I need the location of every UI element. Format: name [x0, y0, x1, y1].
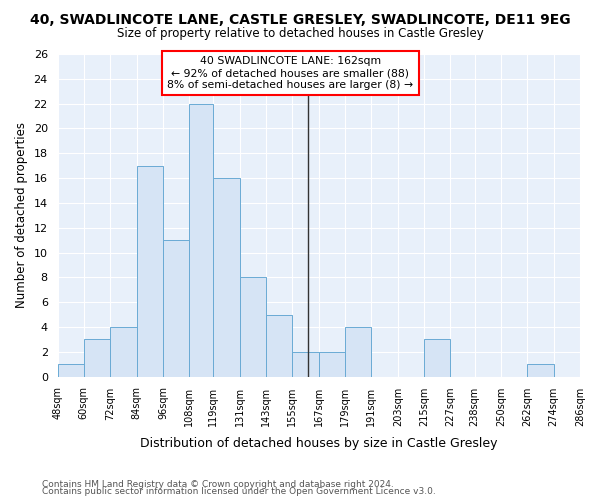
Bar — [424, 340, 451, 376]
Bar — [527, 364, 554, 376]
Bar — [137, 166, 163, 376]
X-axis label: Distribution of detached houses by size in Castle Gresley: Distribution of detached houses by size … — [140, 437, 497, 450]
Bar — [292, 352, 319, 376]
Bar — [214, 178, 240, 376]
Bar — [163, 240, 189, 376]
Bar — [266, 314, 292, 376]
Bar — [240, 278, 266, 376]
Y-axis label: Number of detached properties: Number of detached properties — [15, 122, 28, 308]
Bar — [189, 104, 214, 376]
Text: Contains public sector information licensed under the Open Government Licence v3: Contains public sector information licen… — [42, 488, 436, 496]
Text: 40, SWADLINCOTE LANE, CASTLE GRESLEY, SWADLINCOTE, DE11 9EG: 40, SWADLINCOTE LANE, CASTLE GRESLEY, SW… — [29, 12, 571, 26]
Text: 40 SWADLINCOTE LANE: 162sqm
← 92% of detached houses are smaller (88)
8% of semi: 40 SWADLINCOTE LANE: 162sqm ← 92% of det… — [167, 56, 413, 90]
Bar — [110, 327, 137, 376]
Text: Size of property relative to detached houses in Castle Gresley: Size of property relative to detached ho… — [116, 28, 484, 40]
Bar — [58, 364, 84, 376]
Bar — [319, 352, 345, 376]
Bar — [84, 340, 110, 376]
Text: Contains HM Land Registry data © Crown copyright and database right 2024.: Contains HM Land Registry data © Crown c… — [42, 480, 394, 489]
Bar — [345, 327, 371, 376]
